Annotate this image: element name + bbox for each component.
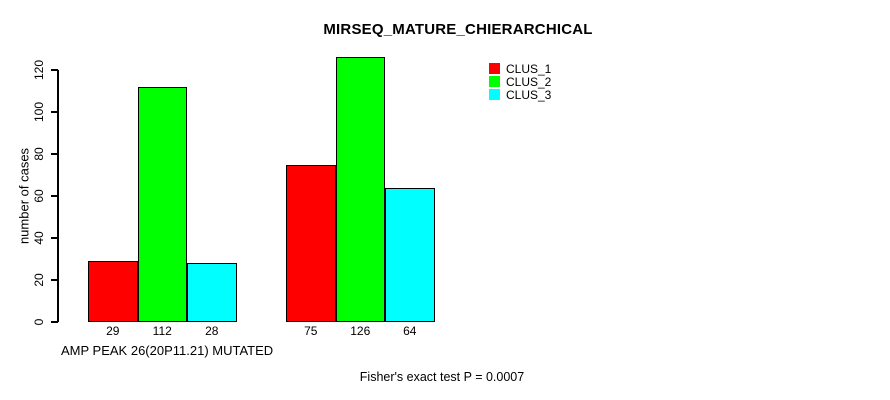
bar-clus_1-group2 xyxy=(286,164,336,322)
annotation-fishers-test: Fisher's exact test P = 0.0007 xyxy=(359,370,525,384)
bar-value-label: 29 xyxy=(106,324,120,338)
y-tick-label: 120 xyxy=(32,59,46,81)
bar-clus_2-group1 xyxy=(137,86,187,322)
bar-clus_3-group1 xyxy=(187,263,237,322)
legend-label: CLUS_2 xyxy=(506,75,552,89)
y-tick-label: 40 xyxy=(32,231,46,245)
bar-value-label: 64 xyxy=(403,324,417,338)
legend-swatch-icon xyxy=(489,76,500,87)
chart-title: MIRSEQ_MATURE_CHIERARCHICAL xyxy=(323,21,593,38)
y-tick-label: 60 xyxy=(32,189,46,203)
bar-clus_3-group2 xyxy=(385,187,435,322)
legend-label: CLUS_1 xyxy=(506,62,552,76)
y-tick xyxy=(51,321,58,323)
y-tick xyxy=(51,195,58,197)
x-axis-title: AMP PEAK 26(20P11.21) MUTATED xyxy=(61,343,274,358)
y-axis-title: number of cases xyxy=(16,147,32,245)
y-tick-label: 80 xyxy=(32,147,46,161)
y-tick xyxy=(51,279,58,281)
legend-label: CLUS_3 xyxy=(506,88,552,102)
legend-swatch-icon xyxy=(489,89,500,100)
bar-clus_2-group2 xyxy=(335,57,385,322)
y-tick-label: 0 xyxy=(32,318,46,326)
bar-value-label: 112 xyxy=(152,324,172,338)
legend-swatch-icon xyxy=(489,63,500,74)
bar-value-label: 126 xyxy=(350,324,371,338)
bar-value-label: 75 xyxy=(304,324,318,338)
y-tick xyxy=(51,237,58,239)
y-tick xyxy=(51,69,58,71)
bar-clus_1-group1 xyxy=(88,261,138,322)
y-tick xyxy=(51,111,58,113)
y-tick-label: 100 xyxy=(32,101,46,123)
y-tick xyxy=(51,153,58,155)
bar-value-label: 28 xyxy=(205,324,219,338)
y-tick-label: 20 xyxy=(32,273,46,287)
